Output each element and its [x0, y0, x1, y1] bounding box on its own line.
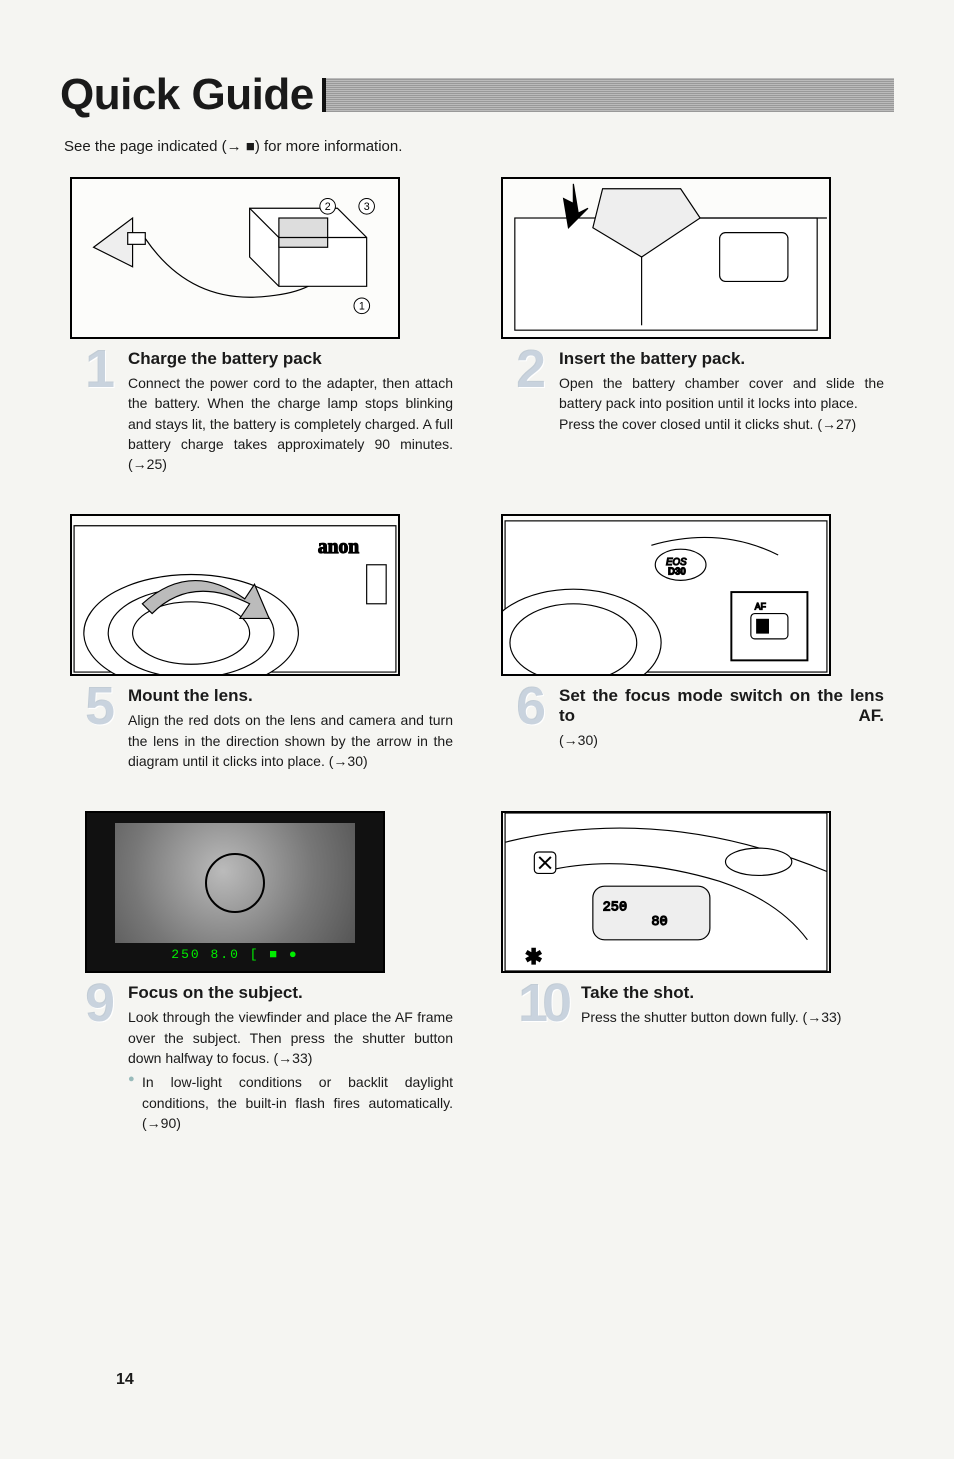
illustration-af-switch: EOS D30 AF: [501, 514, 831, 676]
step-5: anon 5 Mount the lens. Align the red dot…: [70, 514, 453, 771]
viewfinder-frame: [115, 823, 355, 943]
step-number-5: 5: [80, 684, 120, 771]
step-heading: Focus on the subject.: [128, 983, 453, 1003]
step-number-2: 2: [511, 347, 551, 434]
svg-text:D30: D30: [668, 567, 686, 578]
step-heading: Set the focus mode switch on the lens to…: [559, 686, 884, 726]
step-para: Open the battery chamber cover and slide…: [559, 373, 884, 434]
svg-text:AF: AF: [755, 602, 766, 612]
svg-text:2: 2: [325, 201, 331, 213]
step-1: 2 3 1 1 Charge the battery pack Connect …: [70, 177, 453, 474]
step-number-9: 9: [80, 981, 120, 1133]
step-para: Align the red dots on the lens and camer…: [128, 710, 453, 771]
step-heading: Mount the lens.: [128, 686, 453, 706]
step-para: Look through the viewfinder and place th…: [128, 1007, 453, 1068]
step-bullet: In low-light conditions or backlit dayli…: [128, 1072, 453, 1133]
step-para: (→30): [559, 730, 884, 750]
illustration-shutter: 250 80 ✱: [501, 811, 831, 973]
illustration-charger: 2 3 1: [70, 177, 400, 339]
illustration-viewfinder: 250 8.0 [ ■ ●: [85, 811, 385, 973]
step-para: Press the shutter button down fully. (→3…: [581, 1007, 884, 1027]
steps-grid: 2 3 1 1 Charge the battery pack Connect …: [70, 177, 884, 1133]
af-frame-icon: [205, 853, 265, 913]
svg-text:80: 80: [651, 916, 667, 931]
title-row: Quick Guide: [60, 70, 894, 120]
step-heading: Charge the battery pack: [128, 349, 453, 369]
step-2: 2 Insert the battery pack. Open the batt…: [501, 177, 884, 474]
viewfinder-readout: 250 8.0 [ ■ ●: [171, 947, 298, 962]
step-heading: Insert the battery pack.: [559, 349, 884, 369]
step-number-1: 1: [80, 347, 120, 474]
intro-text: See the page indicated (→ ■) for more in…: [64, 138, 894, 155]
illustration-mount-lens: anon: [70, 514, 400, 676]
step-6: EOS D30 AF 6 Set the focus mode switch o…: [501, 514, 884, 771]
page-number: 14: [116, 1371, 134, 1389]
illustration-insert-battery: [501, 177, 831, 339]
svg-text:250: 250: [603, 901, 628, 916]
step-number-6: 6: [511, 684, 551, 750]
svg-text:anon: anon: [318, 538, 359, 559]
title-decor-bar: [322, 78, 894, 112]
page-title: Quick Guide: [60, 70, 314, 120]
step-10: 250 80 ✱ 10 Take the shot. Press the shu…: [501, 811, 884, 1133]
svg-text:3: 3: [364, 201, 370, 213]
step-para: Connect the power cord to the adapter, t…: [128, 373, 453, 474]
step-heading: Take the shot.: [581, 983, 884, 1003]
step-number-10: 10: [511, 981, 573, 1027]
svg-text:1: 1: [359, 301, 365, 313]
svg-text:✱: ✱: [525, 946, 543, 970]
step-9: 250 8.0 [ ■ ● 9 Focus on the subject. Lo…: [70, 811, 453, 1133]
